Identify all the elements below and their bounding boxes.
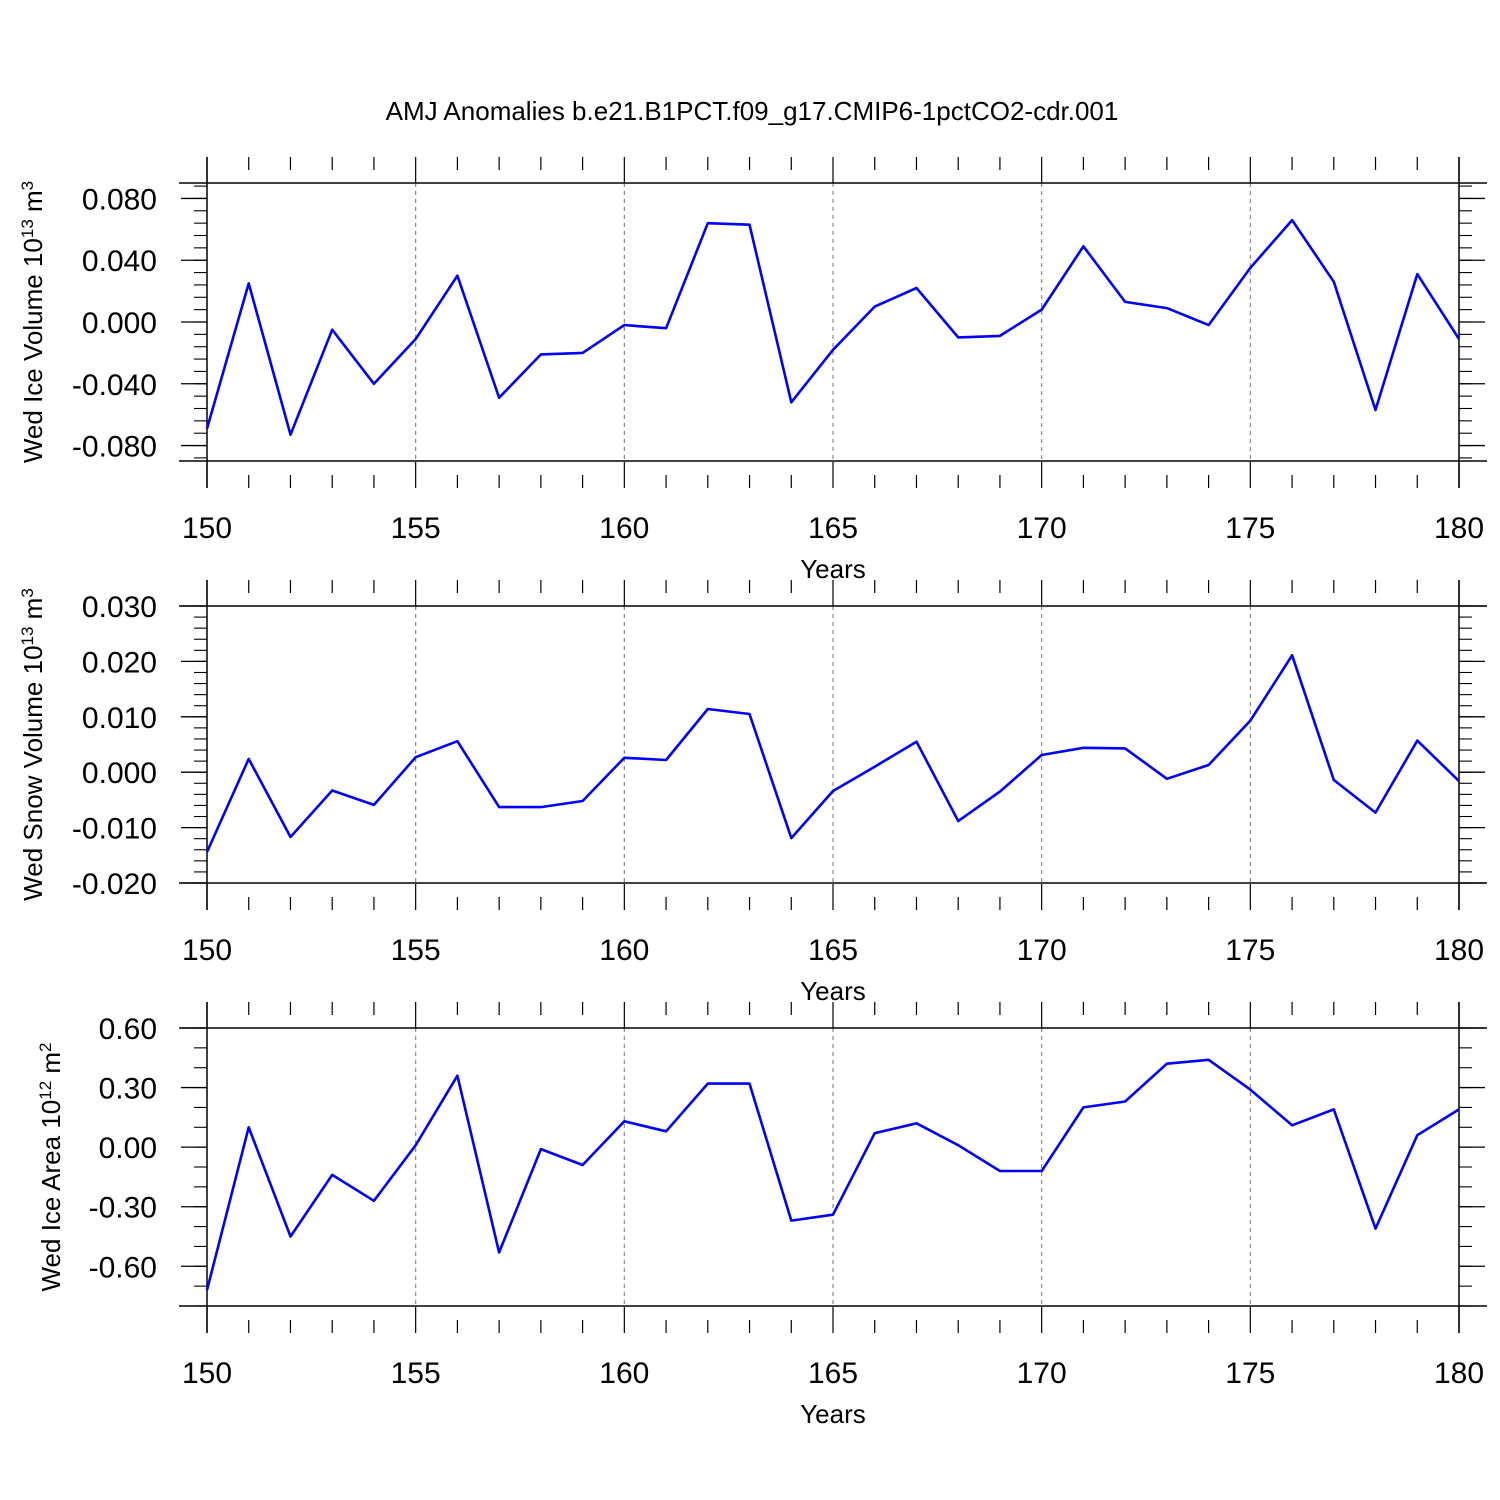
x-tick-label: 175 — [1225, 512, 1275, 545]
y-axis-label-superscript: 13 — [18, 219, 37, 238]
y-tick-label: 0.60 — [99, 1013, 157, 1046]
x-tick-label: 160 — [599, 512, 649, 545]
y-axis-label-text: Wed Snow Volume 10 — [18, 645, 48, 900]
y-axis-label-superscript: 12 — [36, 1081, 55, 1100]
x-tick-label: 155 — [391, 1357, 441, 1390]
y-tick-label: -0.30 — [89, 1192, 157, 1225]
y-axis-label-superscript: 3 — [18, 181, 37, 190]
figure-title: AMJ Anomalies b.e21.B1PCT.f09_g17.CMIP6-… — [386, 96, 1119, 126]
y-axis-label-text: m — [18, 598, 48, 627]
y-tick-label: -0.020 — [72, 868, 157, 901]
y-tick-label: -0.010 — [72, 813, 157, 846]
x-tick-label: 180 — [1434, 1357, 1484, 1390]
x-tick-label: 175 — [1225, 934, 1275, 967]
x-tick-label: 150 — [182, 512, 232, 545]
x-axis-label: Years — [800, 554, 866, 584]
series-line — [205, 653, 1460, 853]
y-axis-label-text: m — [36, 1052, 66, 1081]
y-axis-label-text: Wed Ice Area 10 — [36, 1100, 66, 1292]
y-axis-label-superscript: 3 — [18, 588, 37, 597]
x-tick-label: 170 — [1017, 1357, 1067, 1390]
x-axis-label: Years — [800, 1399, 866, 1429]
x-tick-label: 155 — [391, 512, 441, 545]
y-axis-label: Wed Snow Volume 1013 m3 — [18, 588, 49, 901]
x-tick-label: 150 — [182, 934, 232, 967]
y-tick-label: 0.030 — [82, 591, 157, 624]
x-tick-label: 175 — [1225, 1357, 1275, 1390]
x-tick-label: 150 — [182, 1357, 232, 1390]
y-axis-label-text: Wed Ice Volume 10 — [18, 238, 48, 463]
series-line — [205, 1058, 1460, 1291]
y-tick-label: -0.60 — [89, 1251, 157, 1284]
x-tick-label: 165 — [808, 934, 858, 967]
x-tick-label: 165 — [808, 1357, 858, 1390]
series-line — [205, 218, 1461, 437]
y-tick-label: 0.020 — [82, 646, 157, 679]
y-axis-label-superscript: 13 — [18, 627, 37, 646]
x-tick-label: 160 — [599, 1357, 649, 1390]
x-axis-label: Years — [800, 976, 866, 1006]
ice-area-panel: 150 155 160 165 170 175 180 0.60 0.30 0.00 -0.30 -0… — [36, 1002, 1487, 1429]
x-tick-label: 180 — [1434, 934, 1484, 967]
x-tick-label: 160 — [599, 934, 649, 967]
y-tick-label: 0.080 — [82, 183, 157, 216]
snow-volume-panel: 150 155 160 165 170 175 180 0.030 0.020 0.010 0.00… — [18, 580, 1487, 1006]
y-axis-label-superscript: 2 — [36, 1042, 55, 1051]
y-tick-label: 0.010 — [82, 702, 157, 735]
y-tick-label: 0.00 — [99, 1132, 157, 1165]
y-axis-label-text: m — [18, 190, 48, 219]
y-axis-label: Wed Ice Volume 1013 m3 — [18, 181, 49, 463]
x-tick-label: 180 — [1434, 512, 1484, 545]
y-tick-label: 0.000 — [82, 757, 157, 790]
x-tick-label: 165 — [808, 512, 858, 545]
y-tick-label: -0.040 — [72, 369, 157, 402]
y-axis-label: Wed Ice Area 1012 m2 — [36, 1042, 67, 1291]
x-tick-label: 155 — [391, 934, 441, 967]
y-tick-label: -0.080 — [72, 431, 157, 464]
y-tick-label: 0.30 — [99, 1073, 157, 1106]
ice-volume-panel: 150 155 160 165 170 175 180 0.080 0.040 0.000 -0.0… — [18, 157, 1487, 584]
y-tick-label: 0.000 — [82, 307, 157, 340]
x-tick-label: 170 — [1017, 512, 1067, 545]
x-tick-label: 170 — [1017, 934, 1067, 967]
y-tick-label: 0.040 — [82, 245, 157, 278]
